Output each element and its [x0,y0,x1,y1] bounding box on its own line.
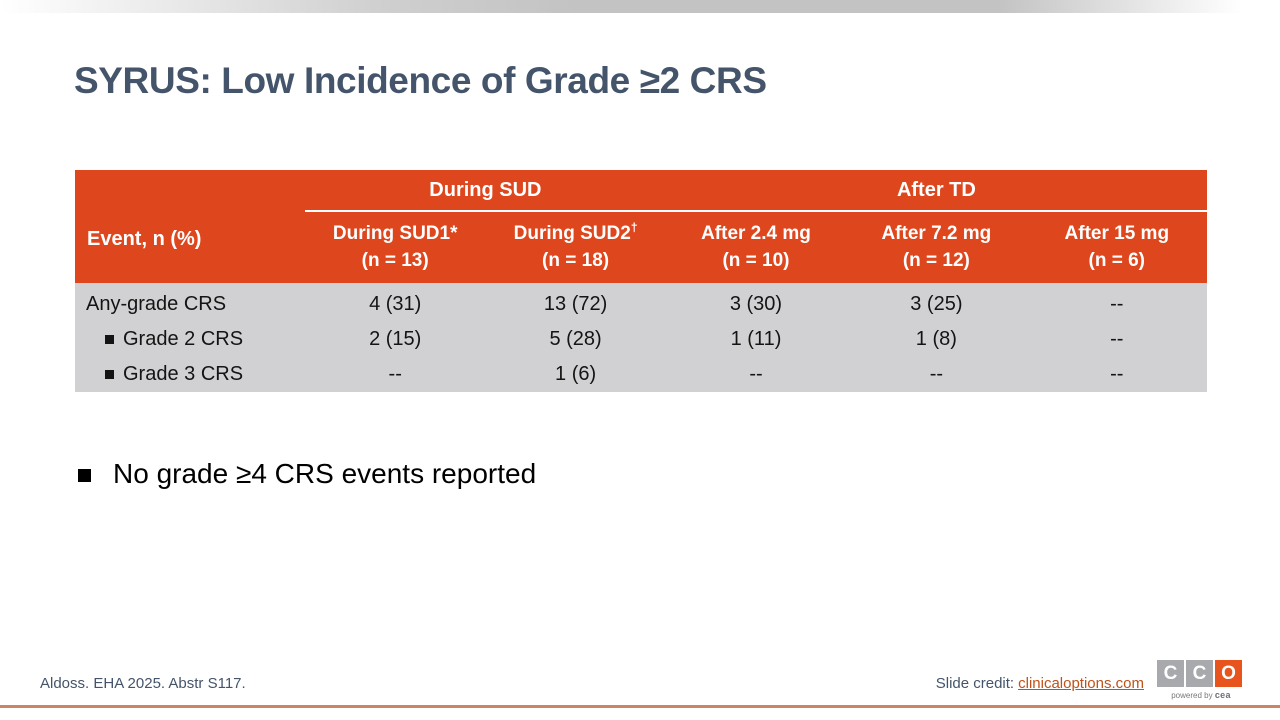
bottom-divider-line [0,705,1280,708]
square-bullet-icon [78,469,91,482]
bullet-note: No grade ≥4 CRS events reported [78,458,536,490]
column-header-event: Event, n (%) [75,170,305,283]
cco-logo: C C O powered by cea [1157,660,1245,700]
table-cell: 1 (11) [665,322,847,357]
table-cell: 1 (8) [846,322,1027,357]
table-cell: -- [1026,357,1207,392]
cco-logo-letter-c1: C [1157,660,1184,687]
group-header-row: Event, n (%) During SUD After TD [75,170,1207,283]
table-row-grade-2-crs: Grade 2 CRS 2 (15) 5 (28) 1 (11) 1 (8) -… [75,322,1207,357]
table-cell: 1 (6) [485,357,666,392]
column-header-sud2: During SUD2† (n = 18) [485,212,666,283]
table-cell: 3 (30) [665,283,847,322]
column-header-after-7-2mg: After 7.2 mg (n = 12) [846,212,1027,283]
row-label: Grade 2 CRS [75,322,305,357]
table-cell: -- [1026,283,1207,322]
cco-logo-letter-c2: C [1186,660,1213,687]
table-cell: -- [305,357,486,392]
square-bullet-icon [105,335,114,344]
table-cell: -- [1026,322,1207,357]
column-header-after-2-4mg: After 2.4 mg (n = 10) [665,212,847,283]
row-label: Any-grade CRS [75,283,305,322]
logo-tagline: powered by cea [1171,690,1231,700]
column-header-after-15mg: After 15 mg (n = 6) [1026,212,1207,283]
table-cell: -- [665,357,847,392]
slide-credit-label: Slide credit: [935,675,1015,692]
dagger-footnote-marker: † [630,220,638,235]
table-cell: 13 (72) [485,283,666,322]
clinicaloptions-link[interactable]: clinicaloptions.com [1018,675,1144,692]
group-header-during-sud: During SUD [305,170,666,212]
cco-logo-letter-o: O [1215,660,1242,687]
table-cell: 3 (25) [846,283,1027,322]
crs-incidence-table: Event, n (%) During SUD After TD During … [75,170,1207,392]
page-title: SYRUS: Low Incidence of Grade ≥2 CRS [74,60,767,101]
table-cell: -- [846,357,1027,392]
table-cell: 5 (28) [485,322,666,357]
square-bullet-icon [105,370,114,379]
column-header-sud1: During SUD1* (n = 13) [305,212,486,283]
slide-credit: Slide credit: clinicaloptions.com [936,675,1144,692]
table-row-any-grade-crs: Any-grade CRS 4 (31) 13 (72) 3 (30) 3 (2… [75,283,1207,322]
citation-text: Aldoss. EHA 2025. Abstr S117. [40,675,246,692]
table-cell: 2 (15) [305,322,486,357]
group-header-after-td: After TD [665,170,1207,212]
top-gradient-bar [0,0,1280,13]
column-header-row: During SUD1* (n = 13) During SUD2† (n = … [75,212,1207,283]
table-row-grade-3-crs: Grade 3 CRS -- 1 (6) -- -- -- [75,357,1207,392]
note-text: No grade ≥4 CRS events reported [113,458,537,489]
row-label: Grade 3 CRS [75,357,305,392]
data-table: Event, n (%) During SUD After TD During … [75,170,1207,392]
table-cell: 4 (31) [305,283,486,322]
